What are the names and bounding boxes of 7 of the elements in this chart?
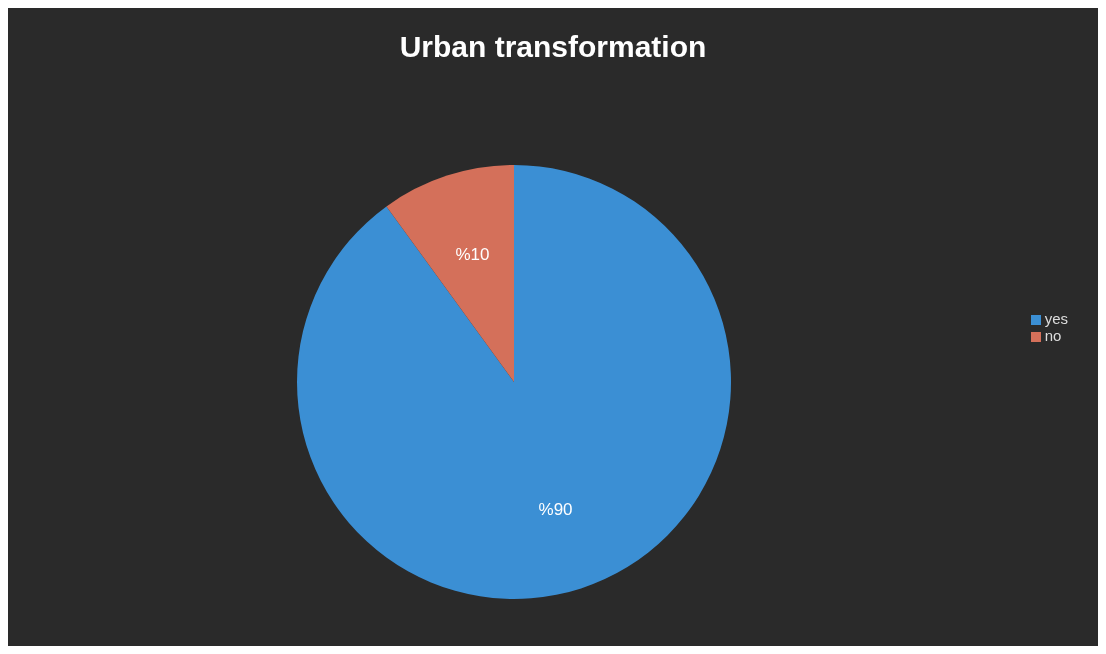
chart-title: Urban transformation [398,30,708,64]
data-label: %90 [538,500,573,520]
data-label: %10 [455,244,490,264]
pie-slice [297,165,731,599]
legend-label: no [1044,327,1062,344]
legend-label: yes [1044,310,1068,327]
pie-slice [386,165,514,382]
